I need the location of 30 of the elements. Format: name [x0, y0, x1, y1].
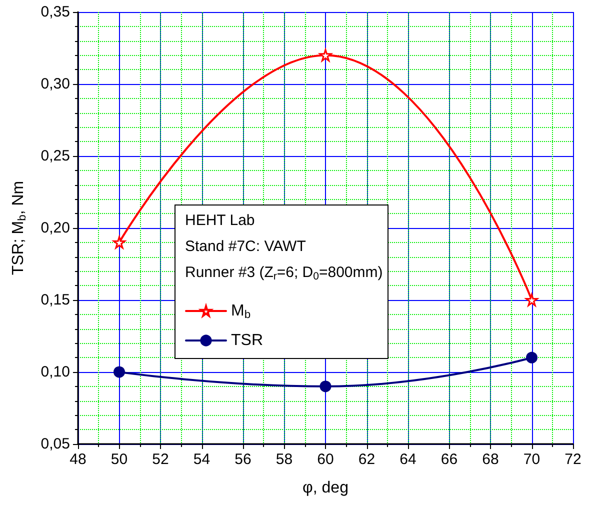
- y-tick-label: 0,35: [40, 4, 70, 20]
- x-tick-label: 52: [152, 451, 169, 468]
- x-tick-label: 58: [276, 451, 293, 468]
- x-tick-label: 70: [523, 451, 540, 468]
- y-tick-label: 0,25: [40, 148, 70, 164]
- x-tick-label: 68: [482, 451, 499, 468]
- y-axis-title: TSR; Mb, Nm: [10, 180, 28, 276]
- legend-title: HEHT Lab: [185, 212, 255, 229]
- x-tick-label: 66: [440, 451, 458, 468]
- x-tick-label: 72: [564, 451, 582, 468]
- y-tick-label: 0,05: [40, 436, 70, 452]
- x-tick-label: 56: [234, 451, 252, 468]
- point: [320, 380, 332, 392]
- annotation: Stand #7C: VAWT: [185, 238, 306, 255]
- y-tick-label: 0,30: [40, 76, 70, 92]
- y-tick-label: 0,10: [40, 364, 70, 380]
- y-tick-label: 0,20: [40, 220, 70, 236]
- x-tick-label: 62: [358, 451, 376, 468]
- point: [114, 366, 125, 378]
- x-tick-label: 64: [400, 451, 416, 468]
- y-tick-label: 0,15: [40, 292, 70, 308]
- x-tick-label: 50: [110, 451, 128, 468]
- x-tick-label: 54: [193, 451, 210, 468]
- x-tick-label: 48: [70, 451, 86, 468]
- point: [526, 352, 538, 364]
- point: [319, 48, 332, 62]
- point: [526, 294, 538, 306]
- x-axis-title: φ, deg: [302, 480, 348, 496]
- x-tick-label: 60: [317, 451, 334, 468]
- legend-label: TSR: [231, 332, 263, 349]
